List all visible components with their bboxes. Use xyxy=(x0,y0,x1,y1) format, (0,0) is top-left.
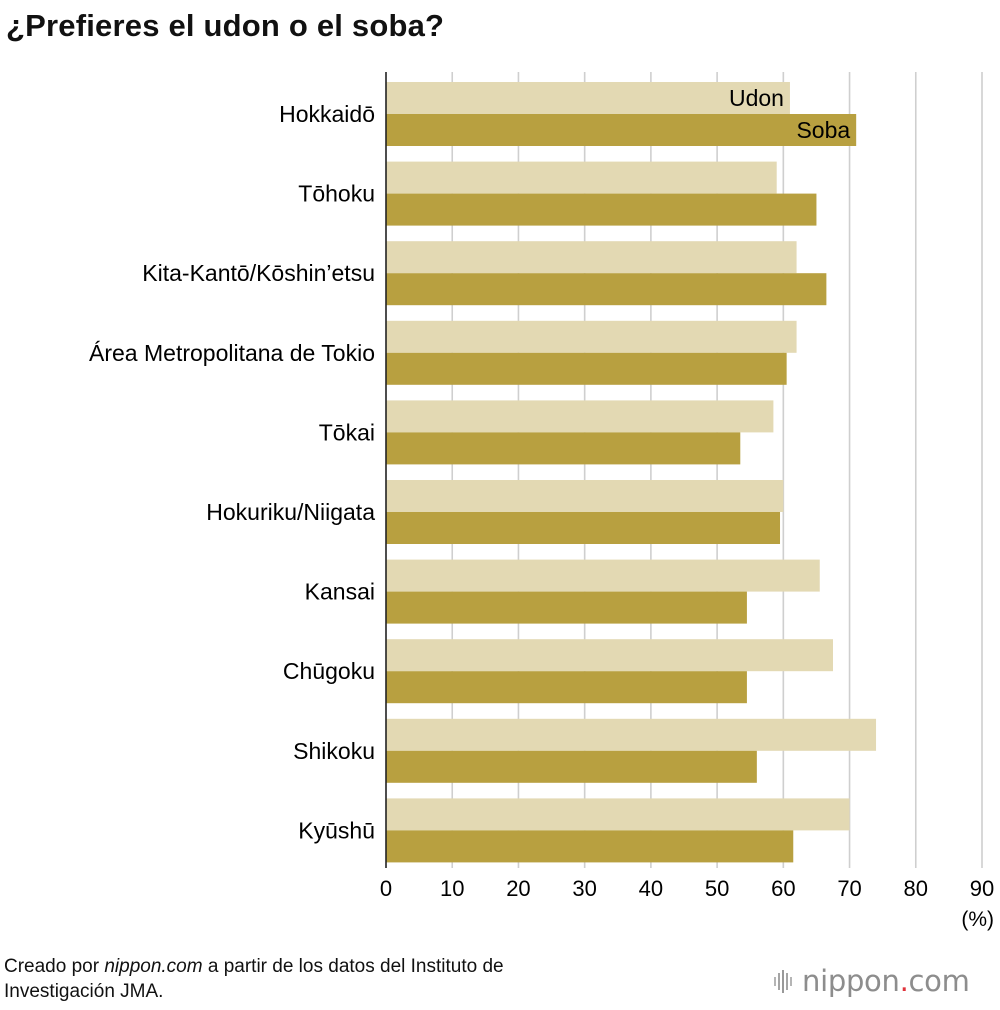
logo-text: nippon.com xyxy=(802,964,970,998)
bar-soba xyxy=(386,750,757,783)
bar-soba xyxy=(386,114,857,146)
logo-dot: . xyxy=(899,964,909,998)
category-labels: Hokkaidō Tōhoku Kita-Kantō/Kōshin’etsu Área… xyxy=(89,101,375,843)
bar-soba xyxy=(386,512,781,544)
x-tick-label: 30 xyxy=(572,876,596,901)
category-label: Tōhoku xyxy=(298,181,375,207)
category-label: Tōkai xyxy=(319,419,375,445)
bar-udon xyxy=(386,639,833,672)
bar-soba xyxy=(386,352,787,385)
category-label: Hokuriku/Niigata xyxy=(206,499,375,525)
bar-udon xyxy=(386,798,850,831)
legend-label-soba: Soba xyxy=(796,117,850,143)
x-tick-label: 40 xyxy=(639,876,663,901)
x-tick-label: 80 xyxy=(904,876,928,901)
bar-soba xyxy=(386,591,747,624)
x-tick-label: 10 xyxy=(440,876,464,901)
bar-udon xyxy=(386,400,774,433)
x-tick-label: 60 xyxy=(771,876,795,901)
x-axis-unit: (%) xyxy=(961,908,994,931)
logo-tld: com xyxy=(908,964,970,998)
bar-udon xyxy=(386,320,797,353)
bars xyxy=(386,82,877,863)
chart-title: ¿Prefieres el udon o el soba? xyxy=(6,8,445,43)
source-suffix: a partir de los datos del Instituto de xyxy=(202,956,504,977)
bar-soba xyxy=(386,830,794,863)
legend-label-udon: Udon xyxy=(729,85,784,111)
category-label: Kita-Kantō/Kōshin’etsu xyxy=(142,260,375,286)
x-tick-label: 70 xyxy=(837,876,861,901)
x-tick-label: 0 xyxy=(380,876,392,901)
x-tick-label: 90 xyxy=(970,876,994,901)
category-label: Chūgoku xyxy=(283,658,375,684)
source-note: Creado por nippon.com a partir de los da… xyxy=(4,954,504,1004)
source-prefix: Creado por xyxy=(4,956,105,977)
source-line-2: Investigación JMA. xyxy=(4,981,164,1002)
bar-udon xyxy=(386,559,820,592)
logo-name: nippon xyxy=(802,964,900,998)
nippon-logo: nippon.com xyxy=(772,964,970,998)
category-label: Kyūshū xyxy=(298,817,375,843)
x-tick-label: 50 xyxy=(705,876,729,901)
bar-udon xyxy=(386,718,877,751)
category-label: Shikoku xyxy=(293,738,375,764)
bar-udon xyxy=(386,161,777,194)
category-label: Área Metropolitana de Tokio xyxy=(89,340,375,366)
bar-udon xyxy=(386,241,797,274)
bar-soba xyxy=(386,671,747,704)
bar-soba xyxy=(386,193,817,226)
bar-soba xyxy=(386,432,741,465)
x-tick-label: 20 xyxy=(506,876,530,901)
bar-udon xyxy=(386,82,790,114)
bar-soba xyxy=(386,273,827,306)
logo-mark-icon xyxy=(774,970,792,993)
source-site: nippon.com xyxy=(104,956,203,977)
category-label: Hokkaidō xyxy=(279,101,375,127)
x-tick-labels: 0 10 20 30 40 50 60 70 80 90 xyxy=(380,876,994,901)
legend: Udon Soba xyxy=(729,85,850,143)
bar-udon xyxy=(386,480,784,512)
category-label: Kansai xyxy=(305,579,375,605)
